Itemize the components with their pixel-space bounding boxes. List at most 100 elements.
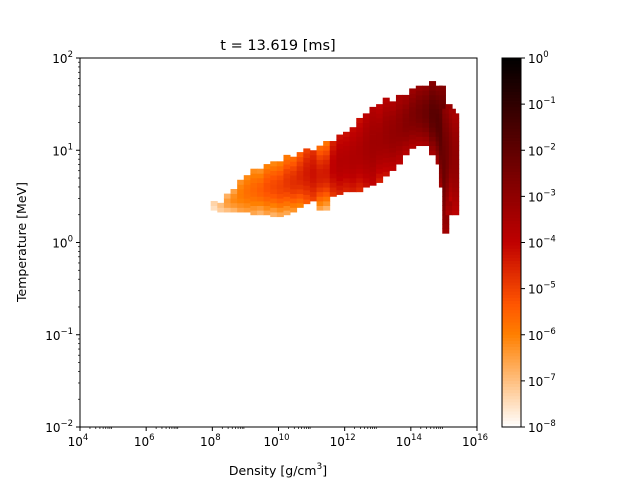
heatmap-cell [356,187,364,193]
heatmap-cell [369,116,377,122]
heatmap-cell [283,159,291,165]
heatmap-cell [356,182,364,188]
heatmap-cell [283,168,291,174]
heatmap-cell [270,184,278,190]
heatmap-cell [415,104,423,110]
heatmap-cell [395,99,403,105]
heatmap-cell [382,143,390,149]
heatmap-cell [422,136,430,142]
heatmap-cell [309,164,317,170]
colorbar-segment [502,264,521,268]
x-tick-label-base: 10 [200,435,215,449]
colorbar-tick-label-base: 10 [528,329,543,343]
heatmap-cell [309,150,317,156]
colorbar-segment [502,353,521,357]
colorbar-segment [502,270,521,274]
colorbar-segment [502,217,521,222]
heatmap-cell [343,145,351,151]
heatmap-cell [303,166,311,172]
heatmap-cell [438,104,446,110]
colorbar-segment [502,211,521,216]
heatmap-cell [422,104,430,110]
colorbar-segment [502,171,521,176]
heatmap-cell [429,104,437,110]
heatmap-cell [276,179,284,185]
heatmap-cell [230,207,238,213]
colorbar-segment [502,322,521,326]
heatmap-cell [448,108,456,114]
heatmap-cell [217,202,225,208]
colorbar-tick-label: 10−7 [528,373,556,389]
y-tick-label-base: 10 [52,52,67,66]
heatmap-cell [257,187,265,193]
heatmap-cell [210,200,218,206]
heatmap-cell [356,159,364,165]
heatmap-cell [389,147,397,153]
colorbar-segment [502,319,521,323]
heatmap-cell [422,99,430,105]
colorbar-segment [502,399,521,403]
colorbar-segment [502,371,521,376]
heatmap-cell [316,200,324,206]
x-tick-label-exponent: 6 [149,433,154,443]
heatmap-cell [316,173,324,179]
colorbar-segment [502,110,521,114]
colorbar-segment [502,393,521,397]
heatmap-cell [257,173,265,179]
heatmap-cell [452,205,460,211]
colorbar-segment [502,58,521,62]
colorbar-segment [502,184,521,188]
heatmap-cell [402,99,410,105]
colorbar-segment [502,282,521,286]
heatmap-cell [309,182,317,188]
heatmap-cell [438,94,446,100]
colorbar-segment [502,125,521,130]
heatmap-cell [369,111,377,117]
x-axis-ticks: 104 106 108 1010 1012 1014 1016 [68,427,488,449]
heatmap-cell [283,154,291,160]
heatmap-cell [452,177,460,183]
heatmap-cell [336,153,344,159]
heatmap-cell [243,198,251,204]
colorbar-segment [502,187,521,191]
colorbar-segment [502,208,521,213]
heatmap-cell [237,202,245,208]
heatmap-cell [376,154,384,160]
heatmap-cell [402,108,410,114]
heatmap-cell [415,136,423,142]
heatmap-cell [329,187,337,193]
heatmap-cell [323,159,331,165]
heatmap-cell [415,113,423,119]
colorbar-segment [502,334,521,339]
heatmap-cell [316,159,324,165]
colorbar-tick-label-base: 10 [528,421,543,435]
heatmap-cell [290,189,298,195]
heatmap-cell [276,202,284,208]
heatmap-cell [409,139,417,145]
colorbar-segment [502,193,521,197]
heatmap-cell [316,145,324,151]
colorbar-segment [502,276,521,280]
x-axis-label: Density [g/cm3] [229,462,327,478]
colorbar-segment [502,291,521,296]
heatmap-cell [296,165,304,171]
heatmap-cell [303,176,311,182]
heatmap-cell [349,154,357,160]
heatmap-cell [323,145,331,151]
heatmap-cell [257,200,265,206]
colorbar-tick-label-base: 10 [528,144,543,158]
heatmap-cell [409,97,417,103]
heatmap-cell [376,164,384,170]
heatmap-cell [429,127,437,133]
colorbar-tick-label-exponent: −8 [543,419,556,429]
heatmap-cell [376,141,384,147]
heatmap-cell [389,142,397,148]
heatmap-cell [283,164,291,170]
heatmap-cell [369,157,377,163]
x-tick-label-base: 10 [134,435,149,449]
heatmap-cell [429,90,437,96]
heatmap-cell [276,165,284,171]
heatmap-cell [389,161,397,167]
colorbar-tick-label-exponent: −5 [543,281,556,291]
colorbar-segment [502,147,521,151]
